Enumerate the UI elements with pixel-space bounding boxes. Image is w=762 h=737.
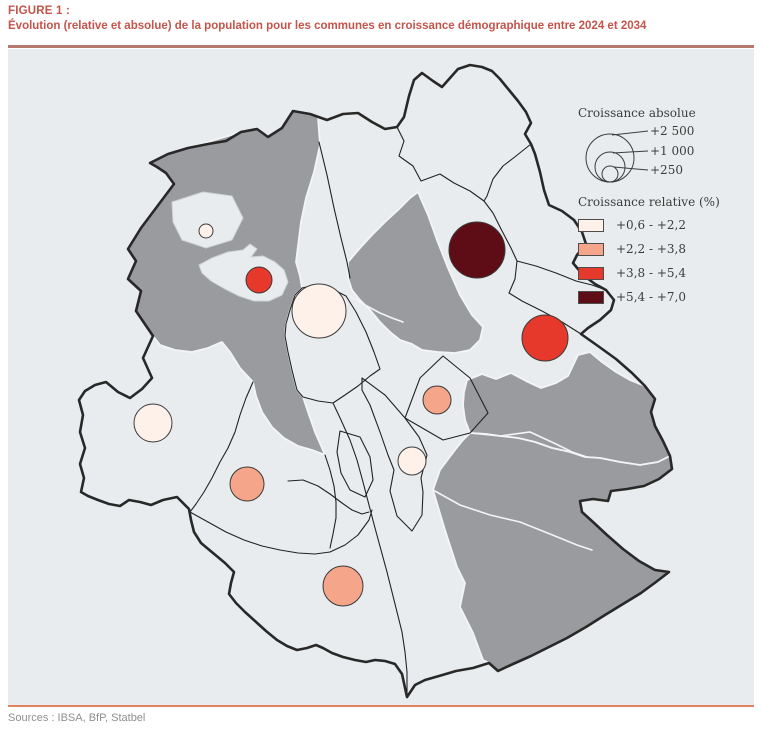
legend-abs-value-2: +1 000 (650, 144, 695, 158)
growth-symbol-9 (229, 466, 265, 502)
region-outer-boundary (77, 63, 674, 699)
growth-symbol-5 (521, 314, 569, 362)
commune-gray-2 (347, 191, 484, 354)
figure-title: Évolution (relative et absolue) de la po… (8, 20, 647, 32)
legend-swatch-3 (578, 266, 604, 280)
legend-class-row: +2,2 - +3,8 (578, 237, 686, 261)
commune-border-4 (508, 292, 582, 335)
legend-absolute-title: Croissance absolue (578, 106, 696, 120)
legend-swatch-4 (578, 290, 604, 304)
brussels-map-svg (77, 63, 674, 699)
legend-relative-rows: +0,6 - +2,2 +2,2 - +3,8 +3,8 - +5,4 +5,4… (578, 213, 686, 309)
commune-border-10 (332, 402, 408, 698)
legend-circle-1000 (594, 151, 626, 183)
legend-class-label-3: +3,8 - +5,4 (616, 266, 686, 280)
growth-symbol-3 (291, 283, 347, 339)
commune-border-14 (324, 454, 337, 549)
sources-line: Sources : IBSA, BfP, Statbel (8, 712, 146, 724)
commune-light-inset-1 (171, 191, 244, 249)
map-panel: Croissance absolue +2 500 +1 000 +250 Cr… (8, 49, 754, 707)
legend-abs-value-1: +2 500 (650, 124, 695, 138)
gray-internal-border-2 (432, 489, 593, 551)
legend-nested-circles (585, 130, 649, 183)
commune-border-1 (318, 141, 351, 279)
legend-class-row: +5,4 - +7,0 (578, 285, 686, 309)
growth-symbol-4 (448, 221, 506, 279)
commune-border-2 (396, 126, 518, 294)
growth-symbol-8 (133, 403, 173, 443)
growth-symbol-7 (397, 446, 427, 476)
gray-internal-border-3 (349, 295, 404, 323)
legend-class-label-4: +5,4 - +7,0 (616, 290, 686, 304)
commune-border-9 (336, 430, 374, 498)
legend-class-row: +3,8 - +5,4 (578, 261, 686, 285)
commune-border-6 (284, 284, 381, 404)
growth-symbol-6 (422, 385, 452, 415)
legend-class-label-1: +0,6 - +2,2 (616, 218, 686, 232)
commune-border-8 (361, 377, 428, 532)
legend-circle-2500 (585, 133, 635, 183)
growth-symbol-10 (322, 565, 364, 607)
legend-leader-line-3 (613, 166, 649, 171)
commune-border-5 (516, 260, 607, 291)
legend-circle-250 (601, 165, 619, 183)
commune-border-13 (189, 509, 373, 555)
legend-class-row: +0,6 - +2,2 (578, 213, 686, 237)
figure-kicker: FIGURE 1 : (8, 5, 71, 17)
commune-border-3 (483, 143, 532, 202)
legend-abs-value-3: +250 (650, 163, 683, 177)
commune-border-7 (404, 355, 489, 441)
growth-symbol-2 (245, 266, 273, 294)
gray-internal-border-1 (469, 431, 588, 458)
legend-relative-title: Croissance relative (%) (578, 195, 720, 209)
commune-border-12 (189, 381, 254, 513)
legend-swatch-2 (578, 242, 604, 256)
top-rule (8, 45, 754, 48)
legend-leader-line-1 (611, 130, 649, 136)
legend-swatch-1 (578, 218, 604, 232)
growth-symbol-1 (198, 223, 214, 239)
legend-leader-line-2 (612, 150, 649, 154)
legend-class-label-2: +2,2 - +3,8 (616, 242, 686, 256)
